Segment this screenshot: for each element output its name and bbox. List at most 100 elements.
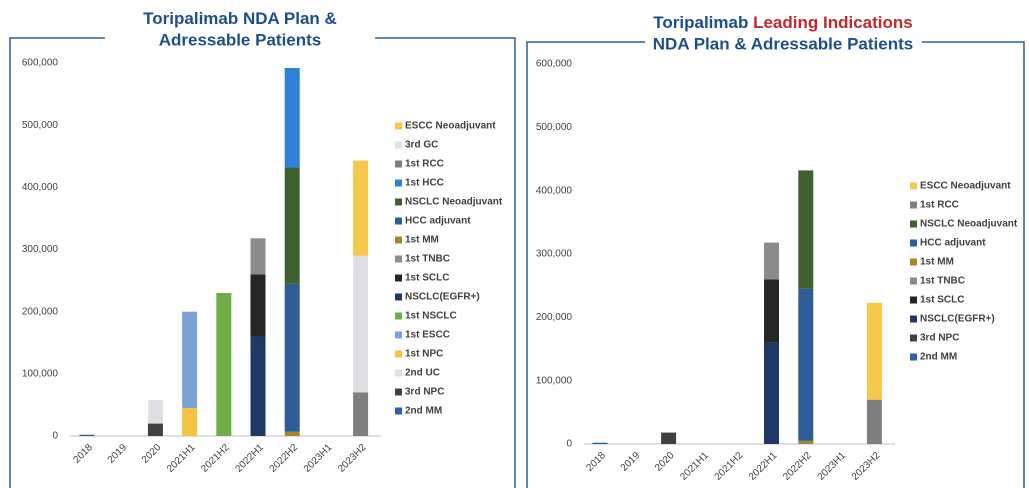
- legend-label: 1st RCC: [920, 200, 959, 211]
- legend-swatch: [910, 182, 917, 190]
- legend-swatch: [910, 220, 917, 228]
- legend-label: 1st RCC: [405, 159, 444, 170]
- x-tick-label: 2020: [653, 450, 677, 474]
- legend-swatch: [395, 160, 402, 168]
- legend-swatch: [910, 353, 917, 361]
- legend-label: NSCLC Neoadjuvant: [920, 219, 1018, 230]
- y-tick-label: 100,000: [22, 368, 59, 379]
- y-tick-label: 600,000: [536, 59, 573, 70]
- x-tick-label: 2023H1: [302, 442, 335, 475]
- bar-segment: [284, 167, 300, 284]
- bar-segment: [353, 255, 369, 393]
- legend-label: 2nd UC: [405, 368, 440, 379]
- chart-subtitle: NDA Plan & Adressable Patients: [653, 34, 913, 53]
- legend-swatch: [910, 258, 917, 266]
- x-tick-label: 2021H1: [678, 450, 711, 483]
- x-tick-label: 2022H1: [233, 442, 266, 475]
- bar-segment: [764, 279, 779, 343]
- frame: [922, 41, 1025, 488]
- bar-segment: [79, 434, 95, 436]
- x-tick-label: 2022H1: [747, 450, 780, 483]
- bar-segment: [798, 440, 814, 444]
- legend-swatch: [910, 239, 917, 247]
- x-tick-label: 2022H2: [781, 450, 814, 483]
- legend-label: 3rd NPC: [405, 387, 444, 398]
- legend-label: ESCC Neoadjuvant: [405, 121, 496, 132]
- legend-swatch: [395, 179, 402, 187]
- chart-title: Toripalimab Leading Indications: [653, 13, 912, 32]
- bar-segment: [353, 392, 369, 436]
- bar-segment: [147, 423, 163, 436]
- x-tick-label: 2018: [71, 442, 95, 466]
- y-tick-label: 500,000: [22, 120, 59, 131]
- y-tick-label: 600,000: [22, 58, 59, 69]
- y-tick-label: 0: [52, 431, 58, 442]
- x-tick-label: 2023H1: [816, 450, 849, 483]
- bar-segment: [182, 311, 198, 409]
- y-tick-label: 400,000: [536, 185, 573, 196]
- bar-segment: [147, 399, 163, 424]
- bar-segment: [250, 336, 266, 436]
- x-tick-label: 2023H2: [336, 442, 369, 475]
- legend-swatch: [395, 122, 402, 130]
- bar-segment: [182, 408, 198, 436]
- legend-label: 1st NPC: [405, 349, 443, 360]
- x-tick-label: 2021H1: [165, 442, 198, 475]
- title-text: Toripalimab NDA Plan &: [143, 9, 337, 28]
- legend-label: 1st SCLC: [405, 273, 449, 284]
- bar-segment: [250, 274, 266, 337]
- legend-swatch: [910, 334, 917, 342]
- legend-label: 1st HCC: [405, 178, 444, 189]
- frame: [9, 37, 105, 488]
- bar-segment: [798, 288, 814, 441]
- bar-segment: [866, 302, 882, 400]
- bar-segment: [798, 170, 814, 289]
- legend-label: 1st TNBC: [405, 254, 450, 265]
- x-tick-label: 2019: [106, 442, 130, 466]
- legend-label: 1st SCLC: [920, 295, 964, 306]
- legend-label: 1st MM: [920, 257, 954, 268]
- x-tick-label: 2023H2: [850, 450, 883, 483]
- legend-swatch: [395, 217, 402, 225]
- title-text: Toripalimab: [653, 13, 748, 32]
- bar-segment: [353, 160, 369, 256]
- legend-label: 1st ESCC: [405, 330, 450, 341]
- legend-label: 1st NSCLC: [405, 311, 457, 322]
- legend-swatch: [910, 201, 917, 209]
- legend-swatch: [395, 407, 402, 415]
- legend-swatch: [910, 277, 917, 285]
- y-tick-label: 100,000: [536, 375, 573, 386]
- legend-label: NSCLC Neoadjuvant: [405, 197, 503, 208]
- legend-label: 3rd GC: [405, 140, 438, 151]
- x-tick-label: 2021H2: [713, 450, 746, 483]
- legend-label: 1st MM: [405, 235, 439, 246]
- legend-swatch: [910, 296, 917, 304]
- bar-segment: [764, 242, 779, 280]
- y-tick-label: 400,000: [22, 182, 59, 193]
- legend-swatch: [395, 141, 402, 149]
- legend-swatch: [910, 315, 917, 323]
- legend-swatch: [395, 312, 402, 320]
- legend-label: 2nd MM: [920, 352, 957, 363]
- x-tick-label: 2019: [619, 450, 643, 474]
- legend-label: 2nd MM: [405, 406, 442, 417]
- legend-swatch: [395, 388, 402, 396]
- bar-segment: [284, 431, 300, 436]
- y-tick-label: 500,000: [536, 122, 573, 133]
- legend-swatch: [395, 350, 402, 358]
- legend-label: NSCLC(EGFR+): [920, 314, 995, 325]
- legend-label: 3rd NPC: [920, 333, 959, 344]
- title-highlight: Leading Indications: [753, 13, 913, 32]
- legend-swatch: [395, 369, 402, 377]
- bar-segment: [661, 432, 677, 444]
- bar-segment: [250, 238, 266, 275]
- bar-segment: [216, 293, 232, 436]
- legend-label: 1st TNBC: [920, 276, 965, 287]
- legend-label: HCC adjuvant: [920, 238, 986, 249]
- y-tick-label: 200,000: [536, 312, 573, 323]
- bar-segment: [284, 283, 300, 432]
- y-tick-label: 300,000: [22, 244, 59, 255]
- y-tick-label: 200,000: [22, 306, 59, 317]
- y-tick-label: 0: [566, 439, 572, 450]
